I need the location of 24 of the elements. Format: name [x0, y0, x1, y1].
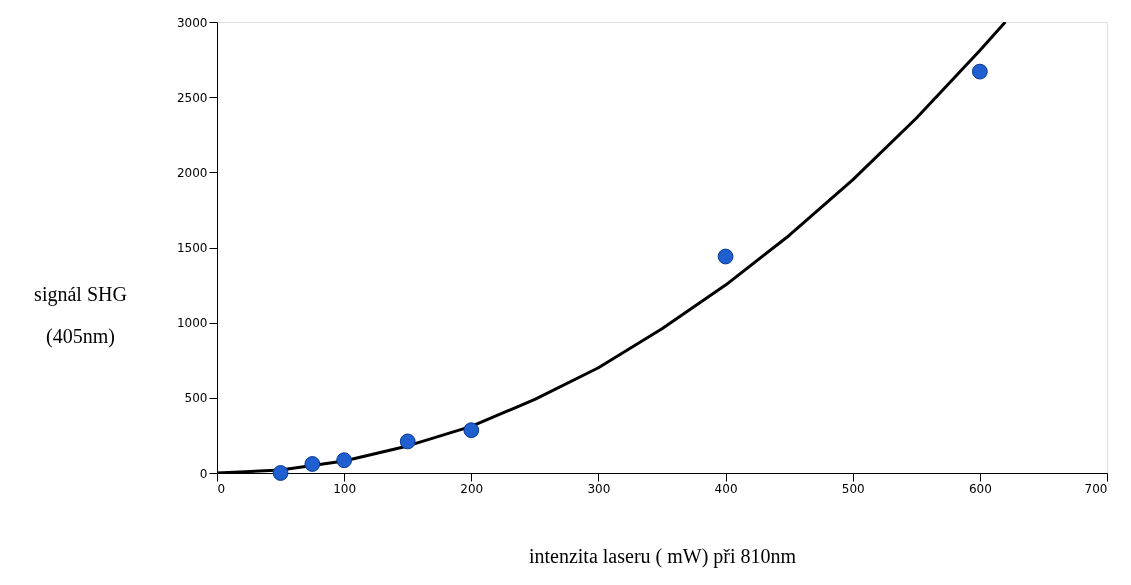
point	[336, 452, 353, 469]
y-axis-title: signál SHG (405nm)	[34, 282, 127, 348]
y-tick-label: 2000	[176, 165, 208, 180]
x-tick-label: 100	[333, 481, 357, 496]
y-tick-label: 500	[184, 391, 208, 406]
x-tick-label: 500	[841, 481, 865, 496]
y-tick-label: 3000	[176, 15, 208, 30]
point	[971, 63, 988, 80]
point	[304, 456, 321, 472]
x-tick-label: 700	[1084, 481, 1108, 496]
x-tick-label: 0	[217, 481, 226, 496]
x-tick-label: 300	[587, 481, 611, 496]
x-tick-label: 200	[460, 481, 484, 496]
x-axis-title: intenzita laseru ( mW) při 810nm	[528, 544, 797, 568]
x-tick-label: 400	[714, 481, 738, 496]
y-tick-label: 1500	[176, 241, 208, 255]
point	[272, 465, 289, 481]
y-tick-label: 0	[199, 466, 208, 481]
y-tick-label: 1000	[176, 316, 208, 331]
point	[463, 422, 480, 439]
x-tick-label: 600	[968, 481, 992, 496]
y-tick-label: 2500	[176, 90, 208, 105]
point	[717, 248, 734, 265]
point	[399, 433, 416, 450]
